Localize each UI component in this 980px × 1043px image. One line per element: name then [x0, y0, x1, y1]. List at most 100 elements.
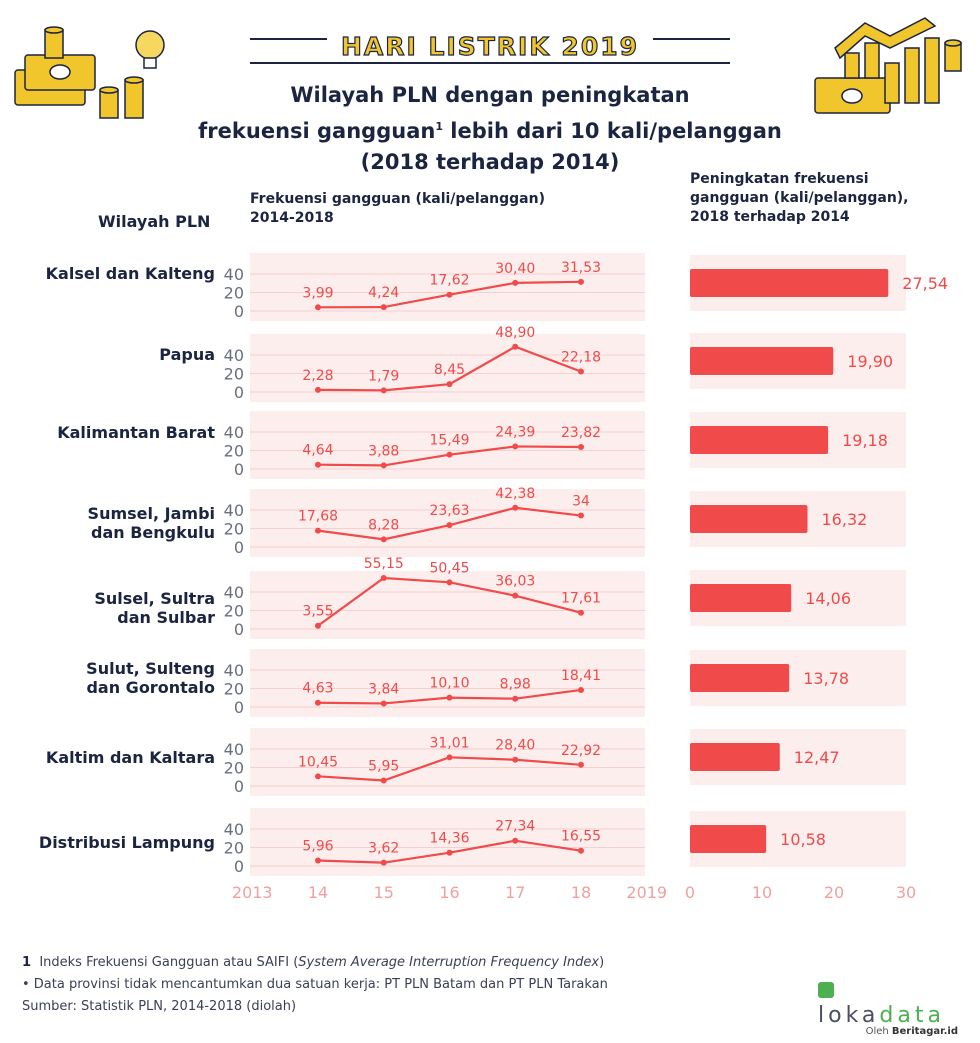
- banner: HARI LISTRIK 2019: [250, 30, 730, 70]
- region-label: Kaltim dan Kaltara: [45, 748, 215, 767]
- y-tick-label: 0: [234, 538, 244, 557]
- title-line-3: (2018 terhadap 2014): [360, 150, 620, 174]
- data-point: [512, 695, 519, 702]
- data-label: 8,98: [500, 677, 531, 693]
- data-label: 8,45: [434, 362, 465, 378]
- data-point: [446, 579, 453, 586]
- data-point: [446, 694, 453, 701]
- y-tick-label: 20: [224, 365, 244, 384]
- bar-row: 16,32: [690, 491, 906, 547]
- y-tick-label: 20: [224, 680, 244, 699]
- region-label: Papua: [159, 345, 215, 364]
- logo-by-prefix: Oleh: [865, 1026, 892, 1037]
- lokadata-logo: lokadata Oleh Beritagar.id: [818, 978, 958, 1037]
- logo-by-brand: Beritagar.id: [891, 1026, 958, 1037]
- data-point: [380, 777, 387, 784]
- money-growth-chart-illustration-right: [814, 17, 962, 114]
- region-label: Sulut, Sulteng dan Gorontalo: [86, 659, 215, 697]
- x-tick-label: 17: [505, 883, 525, 902]
- footnotes: 1 Indeks Frekuensi Gangguan atau SAIFI (…: [22, 952, 608, 1018]
- region-label: Kalimantan Barat: [57, 423, 215, 442]
- logo-icon: [818, 982, 834, 998]
- panel-band: [250, 808, 645, 876]
- bar-row: 13,78: [690, 650, 906, 706]
- bar-value-label: 14,06: [805, 589, 851, 608]
- data-label: 14,36: [429, 831, 469, 847]
- data-point: [578, 609, 584, 616]
- bar-axis-tick-label: 10: [752, 883, 772, 902]
- data-label: 22,92: [561, 743, 601, 759]
- data-label: 23,82: [561, 425, 601, 441]
- y-tick-label: 20: [224, 520, 244, 539]
- data-label: 3,62: [368, 841, 399, 857]
- bar-row: 19,90: [690, 333, 906, 389]
- bar-axis-tick-label: 0: [685, 883, 695, 902]
- footnote-1-italic: System Average Interruption Frequency In…: [298, 955, 600, 970]
- data-point: [380, 536, 387, 543]
- logo-word-a: loka: [818, 1003, 880, 1028]
- x-tick-label: 15: [374, 883, 394, 902]
- data-point: [315, 304, 321, 311]
- data-label: 34: [572, 494, 590, 510]
- data-label: 16,55: [561, 829, 601, 845]
- region-label: Distribusi Lampung: [38, 833, 215, 852]
- data-label: 24,39: [495, 424, 535, 440]
- data-label: 23,63: [429, 503, 469, 519]
- y-tick-label: 40: [224, 820, 244, 839]
- data-label: 36,03: [495, 574, 535, 590]
- data-label: 3,55: [302, 604, 333, 620]
- bar-row: 12,47: [690, 729, 906, 785]
- data-point: [446, 291, 453, 298]
- data-point: [380, 304, 387, 311]
- data-label: 10,45: [298, 754, 338, 770]
- data-label: 2,28: [302, 368, 333, 384]
- y-tick-label: 40: [224, 423, 244, 442]
- data-label: 3,99: [302, 285, 333, 301]
- data-point: [578, 512, 584, 519]
- data-point: [380, 859, 387, 866]
- data-point: [446, 754, 453, 761]
- data-label: 5,95: [368, 758, 399, 774]
- bar-row: 19,18: [690, 412, 906, 468]
- x-tick-label: 2019: [626, 883, 667, 902]
- data-point: [446, 381, 453, 388]
- title-line-2a: frekuensi gangguan: [198, 119, 436, 143]
- bar-value-label: 12,47: [794, 748, 840, 767]
- bar: [690, 825, 767, 853]
- line-header-line-2: 2014-2018: [250, 210, 334, 226]
- y-tick-label: 20: [224, 602, 244, 621]
- data-label: 30,40: [495, 261, 535, 277]
- y-tick-label: 20: [224, 839, 244, 858]
- data-point: [512, 592, 519, 599]
- data-point: [315, 386, 321, 393]
- data-label: 18,41: [561, 668, 601, 684]
- bar: [690, 505, 808, 533]
- footnote-2: • Data provinsi tidak mencantumkan dua s…: [22, 977, 608, 992]
- title-line-2b: lebih dari 10 kali/pelanggan: [442, 119, 782, 143]
- line-header-line-1: Frekuensi gangguan (kali/pelanggan): [250, 191, 545, 207]
- data-point: [512, 756, 519, 763]
- bar: [690, 664, 790, 692]
- chart-title: Wilayah PLN dengan peningkatan frekuensi…: [160, 80, 820, 178]
- data-point: [315, 773, 321, 780]
- bar-value-label: 16,32: [822, 510, 868, 529]
- region-label: Sulsel, Sultra dan Sulbar: [94, 589, 215, 627]
- data-point: [315, 622, 321, 629]
- data-label: 10,10: [429, 676, 469, 692]
- region-label: Sumsel, Jambi dan Bengkulu: [87, 504, 215, 542]
- bar-row: 27,54: [690, 255, 948, 311]
- data-label: 27,34: [495, 819, 535, 835]
- y-tick-label: 20: [224, 442, 244, 461]
- bar-axis-tick-label: 30: [896, 883, 916, 902]
- y-tick-label: 20: [224, 284, 244, 303]
- data-point: [446, 451, 453, 458]
- bar: [690, 426, 829, 454]
- banner-title: HARI LISTRIK 2019: [326, 31, 654, 62]
- bar-header-line-3: 2018 terhadap 2014: [690, 209, 850, 225]
- data-label: 28,40: [495, 738, 535, 754]
- panel-band: [250, 253, 645, 321]
